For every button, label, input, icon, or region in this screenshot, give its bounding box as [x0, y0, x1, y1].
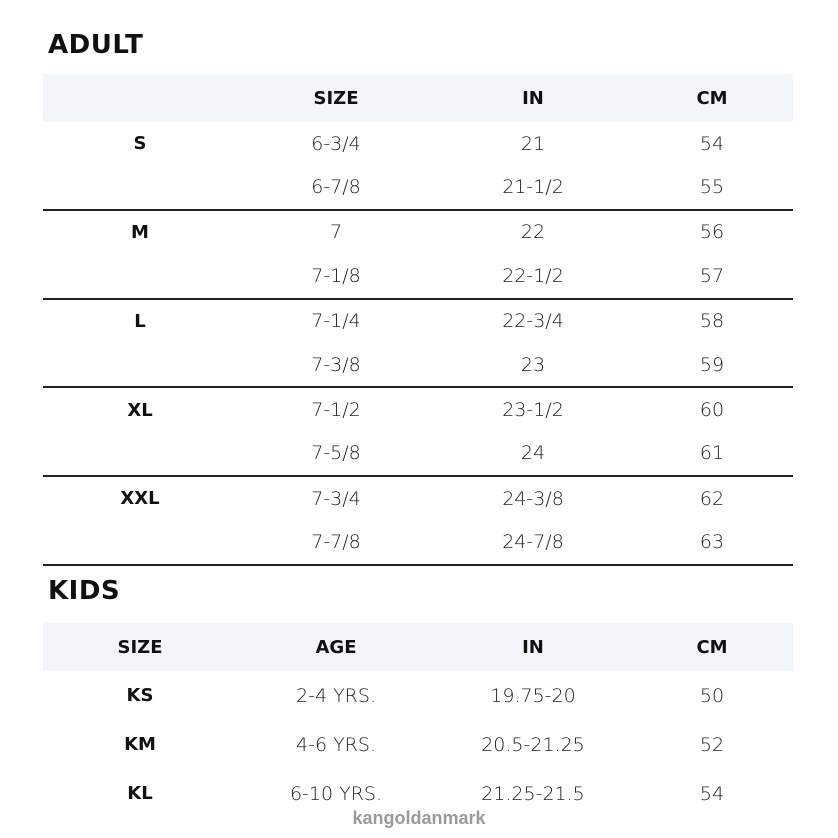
table-cell: 20.5-21.25	[481, 733, 585, 756]
table-row: S 6-3/4 21 54	[43, 122, 793, 165]
table-cell: 7-1/8	[237, 254, 435, 300]
column-header	[43, 74, 237, 122]
table-row: 7-7/8 24-7/8 63	[43, 520, 793, 566]
table-cell: 6-10 YRS.	[289, 782, 383, 805]
table-cell: 57	[631, 254, 793, 300]
table-cell: 61	[631, 431, 793, 478]
table-cell: 7-7/8	[237, 520, 435, 566]
size-label: S	[133, 133, 147, 155]
table-cell: 21	[520, 132, 546, 155]
column-header: IN	[435, 74, 631, 122]
table-row: XXL 7-3/4 24-3/8 62	[43, 476, 793, 520]
table-cell: 63	[631, 520, 793, 566]
table-cell: 19.75-20	[490, 684, 576, 707]
table-row: L 7-1/4 22-3/4 58	[43, 299, 793, 343]
table-cell: 7-1/4	[311, 310, 361, 333]
size-label: M	[131, 221, 149, 243]
table-header-row: SIZE IN CM	[43, 74, 793, 122]
table-cell: 50	[699, 684, 725, 707]
table-row: M 7 22 56	[43, 210, 793, 254]
column-header: SIZE	[237, 74, 435, 122]
table-cell: 22-3/4	[502, 310, 564, 333]
table-cell: 4-6 YRS.	[296, 733, 376, 756]
size-label: KM	[124, 734, 156, 755]
size-label	[43, 520, 237, 566]
table-cell: 7-3/8	[237, 342, 435, 389]
table-cell: 59	[631, 342, 793, 389]
table-cell: 55	[631, 165, 793, 211]
table-cell: 21-1/2	[435, 165, 631, 211]
size-label: L	[134, 310, 146, 332]
table-cell: 7-5/8	[237, 431, 435, 478]
table-cell: 6-3/4	[311, 132, 361, 155]
table-cell: 22	[520, 221, 546, 244]
kids-size-table: SIZE AGE IN CM KS 2-4 YRS. 19.75-20 50 KM 4-6 YR…	[43, 623, 793, 818]
table-cell: 54	[699, 782, 725, 805]
size-label	[43, 342, 237, 389]
table-cell: 6-7/8	[237, 165, 435, 211]
column-header: CM	[631, 74, 793, 122]
column-header: AGE	[237, 623, 435, 671]
table-row: 7-1/8 22-1/2 57	[43, 254, 793, 300]
table-cell: 7	[329, 221, 343, 244]
table-cell: 23-1/2	[502, 399, 564, 422]
table-row: KS 2-4 YRS. 19.75-20 50	[43, 671, 793, 720]
table-cell: 21.25-21.5	[481, 782, 585, 805]
adult-title: ADULT	[48, 30, 144, 60]
table-cell: 62	[699, 487, 725, 510]
size-label	[43, 165, 237, 211]
table-cell: 2-4 YRS.	[296, 684, 376, 707]
table-row: 7-5/8 24 61	[43, 431, 793, 478]
table-cell: 54	[699, 132, 725, 155]
table-row: XL 7-1/2 23-1/2 60	[43, 387, 793, 431]
table-cell: 24-7/8	[435, 520, 631, 566]
table-row: KL 6-10 YRS. 21.25-21.5 54	[43, 769, 793, 818]
table-row: 6-7/8 21-1/2 55	[43, 165, 793, 211]
table-cell: 60	[699, 399, 725, 422]
size-label: XXL	[120, 488, 160, 510]
column-header: SIZE	[43, 623, 237, 671]
size-label: KS	[126, 685, 154, 706]
kids-title: KIDS	[48, 576, 121, 606]
size-label	[43, 431, 237, 478]
table-row: KM 4-6 YRS. 20.5-21.25 52	[43, 720, 793, 769]
adult-size-table: SIZE IN CM S 6-3/4 21 54 6-7/8 21-1/2 55 M 7 22 56 7-…	[43, 74, 793, 566]
size-label: XL	[127, 399, 153, 421]
table-cell: 7-1/2	[311, 399, 361, 422]
table-cell: 23	[435, 342, 631, 389]
column-header: CM	[631, 623, 793, 671]
watermark: kangoldanmark	[352, 808, 486, 828]
size-label: KL	[127, 783, 153, 804]
column-header: IN	[435, 623, 631, 671]
table-cell: 22-1/2	[435, 254, 631, 300]
table-cell: 7-3/4	[311, 487, 361, 510]
table-header-row: SIZE AGE IN CM	[43, 623, 793, 671]
table-cell: 52	[699, 733, 725, 756]
table-row: 7-3/8 23 59	[43, 342, 793, 389]
table-cell: 24	[435, 431, 631, 478]
size-label	[43, 254, 237, 300]
table-cell: 56	[699, 221, 725, 244]
table-cell: 24-3/8	[502, 487, 564, 510]
table-cell: 58	[699, 310, 725, 333]
